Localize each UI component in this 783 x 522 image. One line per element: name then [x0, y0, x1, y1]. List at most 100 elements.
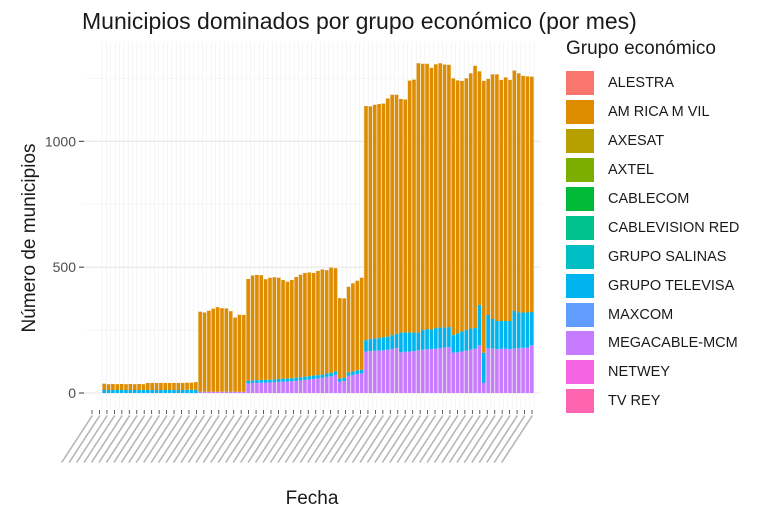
bar-segment-am-rica-m-vil	[412, 79, 416, 333]
bar-segment-megacable-mcm	[285, 381, 290, 393]
legend-label: TV REY	[608, 393, 661, 410]
bar-segment-am-rica-m-vil	[495, 74, 499, 322]
legend-label: CABLEVISION RED	[608, 219, 740, 236]
bar-segment-am-rica-m-vil	[386, 98, 390, 337]
bar-segment-grupo-televisa	[307, 376, 312, 380]
bar-segment-am-rica-m-vil	[512, 70, 517, 311]
x-tick-label-overlap	[165, 415, 198, 463]
bar-segment-grupo-televisa	[508, 321, 512, 350]
bar-segment-megacable-mcm	[464, 350, 469, 393]
bar-segment-grupo-televisa	[268, 379, 272, 383]
bar-segment-am-rica-m-vil	[272, 277, 277, 380]
bar-segment-am-rica-m-vil	[111, 383, 115, 390]
bar-segment-grupo-televisa	[434, 328, 438, 349]
bar-segment-grupo-televisa	[386, 336, 390, 350]
bar-segment-megacable-mcm	[521, 347, 525, 393]
x-tick-label-overlap	[463, 415, 496, 463]
bar-segment-grupo-televisa	[416, 332, 421, 351]
x-tick-label-overlap	[128, 415, 160, 463]
bar-segment-megacable-mcm	[242, 391, 246, 393]
bar-segment-megacable-mcm	[320, 377, 325, 393]
legend-key-swatch	[566, 129, 594, 154]
bar-segment-grupo-televisa	[477, 304, 482, 346]
bar-segment-megacable-mcm	[259, 382, 264, 393]
bar-segment-am-rica-m-vil	[455, 80, 460, 334]
x-tick-label-overlap	[195, 415, 228, 463]
bar-segment-am-rica-m-vil	[237, 314, 242, 392]
bar-segment-megacable-mcm	[329, 376, 333, 393]
legend-label: CABLECOM	[608, 191, 690, 207]
bar-segment-megacable-mcm	[276, 381, 281, 393]
bar-segment-am-rica-m-vil	[447, 64, 451, 328]
bar-segment-grupo-televisa	[490, 319, 495, 349]
bar-segment-am-rica-m-vil	[438, 63, 442, 328]
x-tick-label-overlap	[419, 415, 451, 463]
bar-segment-grupo-televisa	[303, 376, 307, 380]
legend-key-swatch	[566, 158, 594, 183]
bar-segment-megacable-mcm	[490, 348, 495, 393]
bar-segment-grupo-televisa	[499, 321, 504, 349]
bar-segment-am-rica-m-vil	[246, 278, 250, 381]
x-tick-label-overlap	[284, 415, 317, 463]
bar-segment-grupo-televisa	[311, 375, 316, 379]
bar-segment-megacable-mcm	[368, 351, 373, 393]
bar-segment-am-rica-m-vil	[482, 80, 486, 353]
bar-segment-megacable-mcm	[460, 351, 464, 393]
legend-label: ALESTRA	[608, 75, 675, 92]
bar-segment-megacable-mcm	[508, 349, 512, 393]
bar-segment-grupo-televisa	[407, 332, 412, 352]
bar-segment-grupo-televisa	[137, 389, 141, 393]
bar-segment-am-rica-m-vil	[407, 80, 412, 333]
x-tick-label-overlap	[232, 415, 265, 463]
bar-segment-grupo-televisa	[425, 329, 429, 350]
bar-segment-am-rica-m-vil	[298, 274, 303, 378]
bar-segment-am-rica-m-vil	[508, 79, 512, 322]
bar-segment-megacable-mcm	[495, 349, 499, 393]
bar-segment-grupo-televisa	[346, 372, 351, 376]
bar-segment-grupo-televisa	[495, 321, 499, 350]
x-tick-label-overlap	[486, 415, 518, 463]
y-axis-ticks: 0 500 1000	[45, 133, 84, 401]
x-tick-label-overlap	[381, 415, 414, 463]
x-tick-label-overlap	[501, 415, 533, 463]
bar-segment-am-rica-m-vil	[372, 104, 377, 339]
legend-key-swatch	[566, 302, 594, 327]
bar-segment-megacable-mcm	[233, 391, 237, 393]
bar-segment-am-rica-m-vil	[307, 272, 312, 377]
x-tick-label-overlap	[255, 415, 287, 463]
bar-segment-grupo-televisa	[451, 335, 456, 353]
bar-segment-am-rica-m-vil	[141, 384, 146, 390]
bar-segment-megacable-mcm	[403, 351, 408, 393]
x-tick-label-overlap	[120, 415, 153, 463]
bar-segment-am-rica-m-vil	[394, 94, 399, 334]
bar-segment-grupo-televisa	[106, 389, 111, 393]
bar-segment-grupo-televisa	[364, 340, 368, 352]
x-axis-label: Fecha	[285, 488, 339, 509]
legend-key-swatch	[566, 100, 594, 125]
bar-segment-megacable-mcm	[364, 351, 368, 393]
x-tick-label-overlap	[158, 415, 190, 463]
x-tick-label-overlap	[113, 415, 146, 463]
bar-segment-grupo-televisa	[324, 373, 329, 377]
bar-segment-grupo-televisa	[172, 389, 176, 393]
legend-item: GRUPO TELEVISA	[566, 271, 739, 300]
x-tick-label-overlap	[91, 415, 123, 463]
x-tick-label-overlap	[61, 415, 93, 463]
bar-segment-grupo-televisa	[482, 352, 486, 383]
bar-segment-grupo-televisa	[342, 377, 346, 381]
x-tick-label-overlap	[83, 415, 116, 463]
bar-segment-am-rica-m-vil	[290, 279, 294, 379]
x-tick-label-overlap	[270, 415, 302, 463]
bar-segment-grupo-televisa	[176, 389, 181, 393]
bar-segment-megacable-mcm	[416, 350, 421, 393]
bar-segment-megacable-mcm	[442, 347, 447, 393]
legend-item: MAXCOM	[566, 300, 739, 329]
x-tick-label-overlap	[150, 415, 183, 463]
bar-segment-grupo-televisa	[255, 380, 259, 383]
legend-item: GRUPO SALINAS	[566, 242, 739, 271]
bar-segment-megacable-mcm	[268, 382, 272, 393]
bar-segment-grupo-televisa	[468, 328, 473, 350]
bar-segment-am-rica-m-vil	[180, 382, 185, 390]
bar-segment-grupo-televisa	[368, 339, 373, 352]
